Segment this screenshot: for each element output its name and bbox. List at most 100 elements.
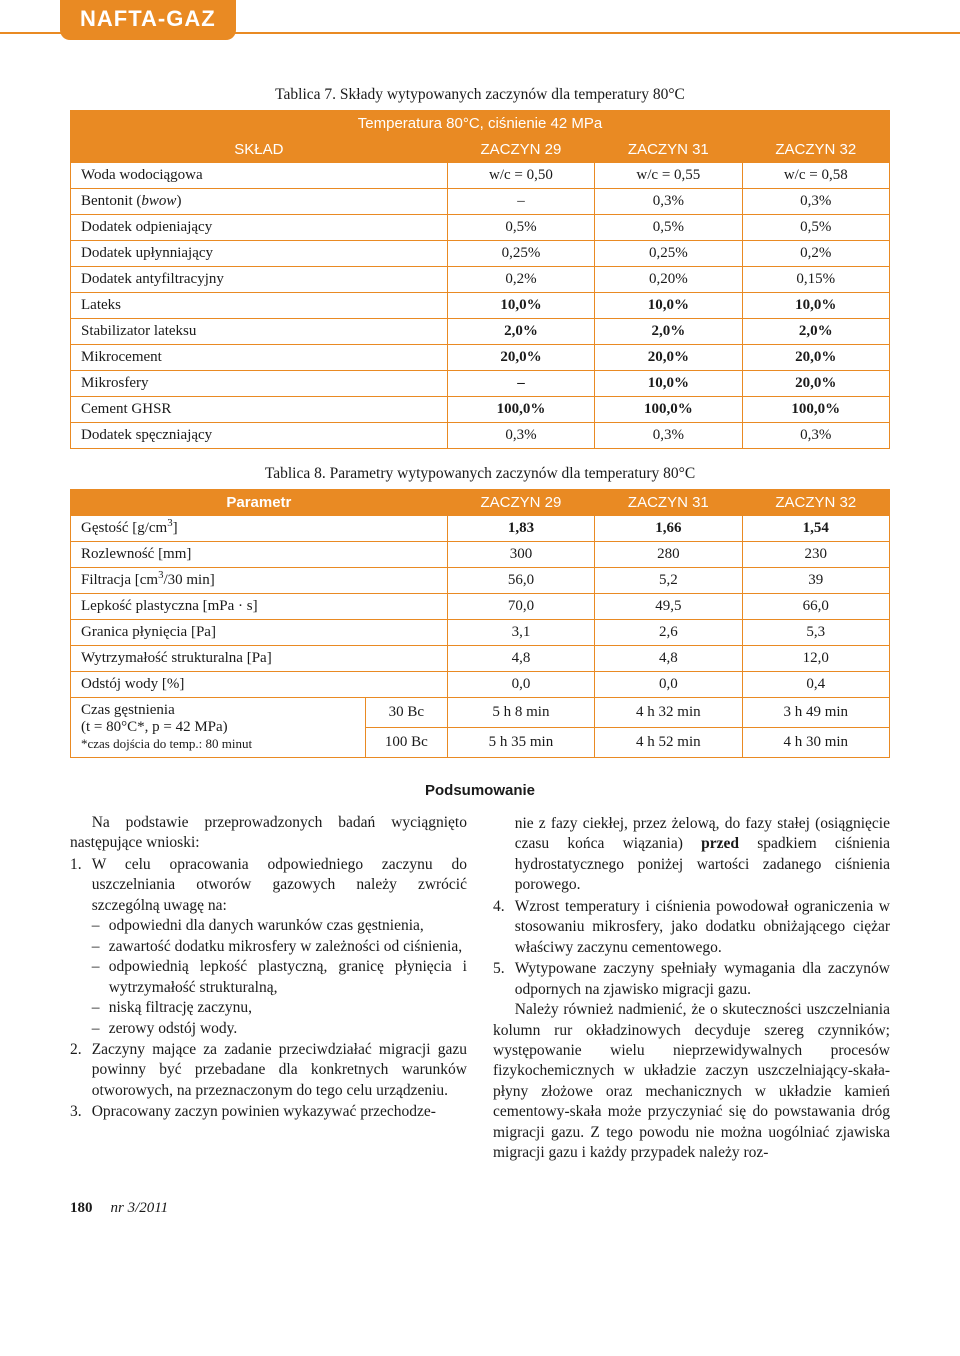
cell: 0,2%: [447, 267, 594, 293]
issue-label: nr 3/2011: [111, 1200, 169, 1217]
cell: 100,0%: [447, 397, 594, 423]
dash-item: –odpowiedni dla danych warunków czas gęs…: [70, 916, 467, 936]
cell: 0,20%: [595, 267, 742, 293]
cell: 2,0%: [447, 319, 594, 345]
table2: Parametr ZACZYN 29 ZACZYN 31 ZACZYN 32 G…: [70, 489, 890, 758]
cell: 20,0%: [447, 345, 594, 371]
cell: 20,0%: [742, 345, 889, 371]
row-label: Dodatek odpieniający: [71, 215, 448, 241]
table1-col-label: SKŁAD: [71, 137, 448, 163]
table-row: Czas gęstnienia(t = 80°C*, p = 42 MPa)*c…: [71, 698, 890, 728]
section-heading: Podsumowanie: [70, 782, 890, 799]
cell: 20,0%: [595, 345, 742, 371]
cell: 0,3%: [447, 423, 594, 449]
cell: 0,3%: [595, 189, 742, 215]
cell: 4 h 52 min: [595, 728, 742, 758]
table-row: Bentonit (bwow)–0,3%0,3%: [71, 189, 890, 215]
dash-item: –odpowiednią lepkość plastyczną, granicę…: [70, 957, 467, 998]
right-item-4: 4. Wzrost temperatury i ciśnienia powodo…: [493, 897, 890, 958]
left-item-3: 3. Opracowany zaczyn powinien wykazywać …: [70, 1102, 467, 1122]
row-label: Bentonit (bwow): [71, 189, 448, 215]
dash-item: –zerowy odstój wody.: [70, 1019, 467, 1039]
cell: 66,0: [742, 594, 889, 620]
cell: 0,15%: [742, 267, 889, 293]
cell: 56,0: [447, 568, 594, 594]
cell: 5,2: [595, 568, 742, 594]
cell: 5 h 35 min: [447, 728, 594, 758]
cell: 10,0%: [742, 293, 889, 319]
table-row: Lepkość plastyczna [mPa · s]70,049,566,0: [71, 594, 890, 620]
right-cont: nie z fazy ciekłej, przez żelową, do faz…: [493, 814, 890, 896]
table-row: Wytrzymałość strukturalna [Pa]4,84,812,0: [71, 646, 890, 672]
table-row: Filtracja [cm3/30 min]56,05,239: [71, 568, 890, 594]
cell: 0,25%: [595, 241, 742, 267]
table1: Temperatura 80°C, ciśnienie 42 MPa SKŁAD…: [70, 110, 890, 449]
row-label: Rozlewność [mm]: [71, 542, 448, 568]
cell: 4 h 30 min: [742, 728, 889, 758]
cell: 5 h 8 min: [447, 698, 594, 728]
page-body: Tablica 7. Składy wytypowanych zaczynów …: [0, 44, 960, 1184]
cell: 10,0%: [595, 293, 742, 319]
right-column: nie z fazy ciekłej, przez żelową, do faz…: [493, 813, 890, 1164]
body-columns: Na podstawie przeprowadzonych badań wyci…: [70, 813, 890, 1164]
cell: 300: [447, 542, 594, 568]
table-row: Stabilizator lateksu2,0%2,0%2,0%: [71, 319, 890, 345]
dash-item: –niską filtrację zaczynu,: [70, 998, 467, 1018]
table-row: Dodatek odpieniający0,5%0,5%0,5%: [71, 215, 890, 241]
left-item-2: 2. Zaczyny mające za zadanie przeciwdzia…: [70, 1040, 467, 1101]
cell: w/c = 0,58: [742, 163, 889, 189]
cell: 100,0%: [742, 397, 889, 423]
row-label: Mikrosfery: [71, 371, 448, 397]
row-label: Czas gęstnienia(t = 80°C*, p = 42 MPa)*c…: [71, 698, 366, 758]
cell: 3 h 49 min: [742, 698, 889, 728]
cell: 2,6: [595, 620, 742, 646]
page-number: 180: [70, 1200, 93, 1217]
table-row: Dodatek spęczniający0,3%0,3%0,3%: [71, 423, 890, 449]
table-row: Woda wodociągowaw/c = 0,50w/c = 0,55w/c …: [71, 163, 890, 189]
row-label: Dodatek antyfiltracyjny: [71, 267, 448, 293]
cell: 0,3%: [595, 423, 742, 449]
left-column: Na podstawie przeprowadzonych badań wyci…: [70, 813, 467, 1164]
table2-col-label: Parametr: [71, 490, 448, 516]
cell: 0,3%: [742, 189, 889, 215]
cell: 100 Bc: [365, 728, 447, 758]
cell: 4,8: [595, 646, 742, 672]
right-para1: Należy również nadmienić, że o skuteczno…: [493, 1000, 890, 1164]
cell: 1,54: [742, 516, 889, 542]
table2-caption: Tablica 8. Parametry wytypowanych zaczyn…: [70, 465, 890, 483]
table-row: Gęstość [g/cm3]1,831,661,54: [71, 516, 890, 542]
table-row: Mikrocement20,0%20,0%20,0%: [71, 345, 890, 371]
table-row: Dodatek antyfiltracyjny0,2%0,20%0,15%: [71, 267, 890, 293]
table1-col-1: ZACZYN 31: [595, 137, 742, 163]
cell: 1,83: [447, 516, 594, 542]
row-label: Lateks: [71, 293, 448, 319]
cell: 0,2%: [742, 241, 889, 267]
left-item-1: 1. W celu opracowania odpowiedniego zacz…: [70, 855, 467, 916]
cell: 0,0: [595, 672, 742, 698]
table-row: Granica płynięcia [Pa]3,12,65,3: [71, 620, 890, 646]
table-row: Rozlewność [mm]300280230: [71, 542, 890, 568]
table2-col-1: ZACZYN 31: [595, 490, 742, 516]
row-label: Wytrzymałość strukturalna [Pa]: [71, 646, 448, 672]
table1-caption: Tablica 7. Składy wytypowanych zaczynów …: [70, 86, 890, 104]
table-row: Lateks10,0%10,0%10,0%: [71, 293, 890, 319]
cell: 3,1: [447, 620, 594, 646]
table1-topheader: Temperatura 80°C, ciśnienie 42 MPa: [71, 111, 890, 137]
row-label: Lepkość plastyczna [mPa · s]: [71, 594, 448, 620]
cell: 230: [742, 542, 889, 568]
cell: 30 Bc: [365, 698, 447, 728]
cell: 0,4: [742, 672, 889, 698]
table2-col-0: ZACZYN 29: [447, 490, 594, 516]
cell: 0,25%: [447, 241, 594, 267]
cell: 5,3: [742, 620, 889, 646]
row-label: Woda wodociągowa: [71, 163, 448, 189]
cell: 0,5%: [447, 215, 594, 241]
cell: 1,66: [595, 516, 742, 542]
table2-col-2: ZACZYN 32: [742, 490, 889, 516]
cell: –: [447, 189, 594, 215]
row-label: Gęstość [g/cm3]: [71, 516, 448, 542]
cell: 20,0%: [742, 371, 889, 397]
row-label: Dodatek spęczniający: [71, 423, 448, 449]
cell: 0,5%: [742, 215, 889, 241]
table-row: Mikrosfery–10,0%20,0%: [71, 371, 890, 397]
